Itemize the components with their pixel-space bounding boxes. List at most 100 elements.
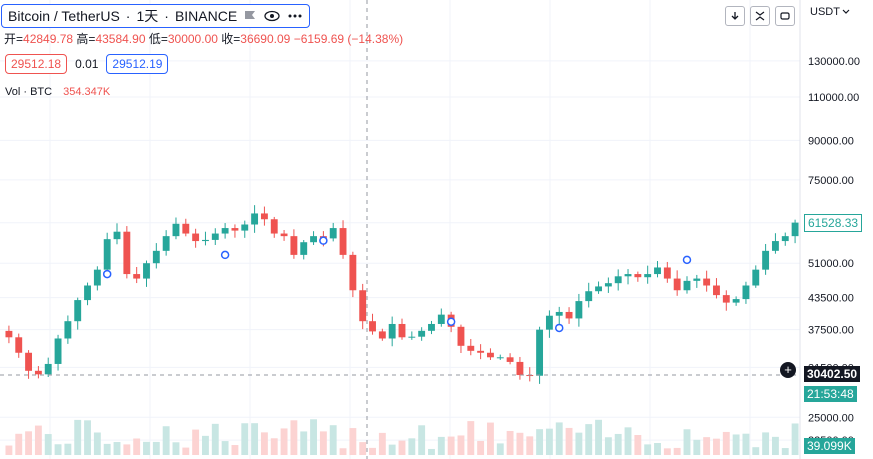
low-value: 30000.00 xyxy=(167,32,218,46)
volume-bar xyxy=(752,447,760,455)
candle-body xyxy=(152,250,160,264)
y-tick-label: 25000.00 xyxy=(808,412,854,424)
candle-body xyxy=(408,336,416,338)
flag-icon[interactable] xyxy=(243,10,257,22)
volume-bar xyxy=(123,444,131,455)
candle-body xyxy=(182,223,190,234)
volume-bar xyxy=(428,448,435,455)
volume-bar xyxy=(742,433,750,455)
candle-body xyxy=(310,236,317,243)
change-value: −6159.69 xyxy=(293,32,345,46)
candle-body xyxy=(231,228,239,231)
candle-body xyxy=(722,295,730,303)
candle-body xyxy=(791,222,799,237)
y-tick-label: 37500.00 xyxy=(808,325,854,337)
candle-body xyxy=(398,323,406,338)
volume-bar xyxy=(595,419,602,455)
grid xyxy=(0,0,800,459)
candle-body xyxy=(64,321,72,339)
candle-body xyxy=(644,274,652,278)
symbol-legend[interactable]: Bitcoin / TetherUS · 1天 · BINANCE xyxy=(1,4,311,28)
volume-bar xyxy=(673,447,681,455)
eye-icon[interactable] xyxy=(263,10,281,22)
volume-bar xyxy=(634,434,642,455)
candle-body xyxy=(752,269,760,286)
currency-selector[interactable]: USDT xyxy=(810,6,850,18)
candle-body xyxy=(624,274,632,277)
low-label: 低= xyxy=(148,32,168,46)
candle-body xyxy=(516,361,524,376)
candle-body xyxy=(172,223,180,237)
volume-bar xyxy=(644,444,652,455)
candle-body xyxy=(290,236,298,255)
candle-body xyxy=(683,280,691,291)
volume-bar xyxy=(143,441,150,455)
volume-bar xyxy=(536,429,544,455)
close-label: 收= xyxy=(221,32,241,46)
chevron-down-icon xyxy=(842,9,850,14)
volume-bar xyxy=(349,428,357,455)
volume-bar xyxy=(496,443,504,455)
volume-bar xyxy=(654,442,661,455)
candle-body xyxy=(762,250,770,270)
volume-bar xyxy=(34,425,42,455)
open-label: 开= xyxy=(4,32,24,46)
candle-body xyxy=(349,254,357,291)
volume-bar xyxy=(457,435,465,455)
candle-body xyxy=(742,285,750,300)
candle-body xyxy=(113,231,121,240)
y-tick-label: 51000.00 xyxy=(808,258,854,270)
candle-body xyxy=(663,267,671,279)
candle-body xyxy=(221,228,229,234)
candle-body xyxy=(545,315,553,330)
volume-bar xyxy=(624,427,632,455)
screenshot-icon[interactable] xyxy=(775,6,795,26)
volume-bar xyxy=(231,445,239,455)
candle-body xyxy=(133,274,141,279)
candle-body xyxy=(673,278,681,291)
more-icon[interactable] xyxy=(287,13,303,19)
candle-body xyxy=(251,213,259,225)
volume-bar xyxy=(477,440,485,455)
volume-bar xyxy=(545,428,553,455)
buy-button[interactable]: 29512.19 xyxy=(106,54,169,74)
volume-bar xyxy=(506,430,514,455)
volume-bar xyxy=(437,436,445,455)
volume-bar xyxy=(722,431,730,455)
event-marker-icon xyxy=(682,255,692,265)
volume-legend[interactable]: Vol · BTC 354.347K xyxy=(5,86,110,98)
countdown-tag: 21:53:48 xyxy=(804,386,857,403)
candle-body xyxy=(771,241,779,251)
candle-body xyxy=(634,274,642,278)
event-marker-icon xyxy=(446,317,456,326)
volume-bar xyxy=(388,444,396,455)
ohlc-values: 开=42849.78 高=43584.90 低=30000.00 收=36690… xyxy=(4,30,403,47)
volume-bar xyxy=(300,431,308,455)
candle-body xyxy=(192,233,200,242)
arrow-down-icon[interactable] xyxy=(725,6,745,26)
candle-body xyxy=(260,213,268,220)
candle-body xyxy=(388,323,396,339)
candle-body xyxy=(418,330,426,337)
candle-body xyxy=(25,352,33,371)
candle-body xyxy=(713,285,720,296)
crosshair xyxy=(0,0,800,459)
add-alert-icon[interactable]: + xyxy=(780,362,796,378)
volume-bar xyxy=(703,437,711,455)
current-price-tag: 61528.33 xyxy=(804,213,863,232)
volume-bar xyxy=(319,431,327,455)
volume-bar xyxy=(762,432,770,455)
sell-button[interactable]: 29512.18 xyxy=(5,54,68,74)
candle-body xyxy=(428,323,435,331)
expand-icon[interactable] xyxy=(750,6,770,26)
volume-bar xyxy=(103,443,111,455)
candle-body xyxy=(241,224,249,231)
exchange: BINANCE xyxy=(174,8,238,24)
volume-bar xyxy=(359,442,367,455)
candle-body xyxy=(143,263,150,279)
volume-bar xyxy=(585,424,593,455)
candle-body xyxy=(526,375,534,377)
candle-body xyxy=(614,276,622,284)
volume-bar xyxy=(84,420,91,455)
